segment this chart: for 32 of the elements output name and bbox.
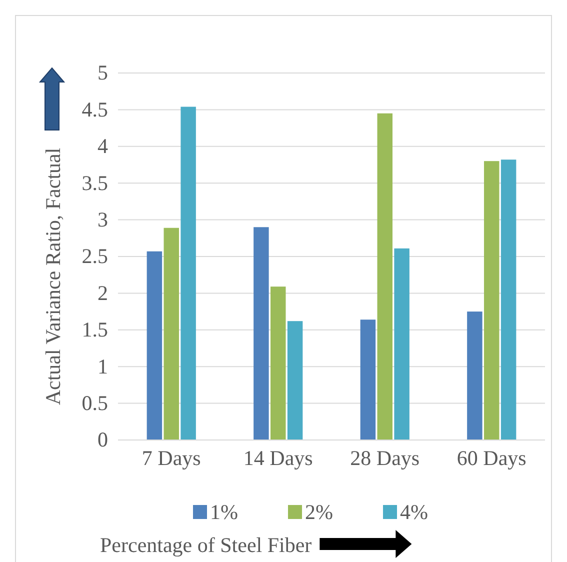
y-tick-label: 0.5 (82, 391, 108, 416)
x-tick-label: 60 Days (456, 446, 526, 470)
y-tick-label: 0 (98, 428, 108, 452)
x-tick-label: 7 Days (142, 446, 201, 470)
y-tick-label: 3.5 (82, 170, 108, 195)
legend-label: 1% (210, 500, 238, 524)
y-tick-label: 4 (98, 134, 108, 158)
y-tick-label: 2 (98, 280, 108, 305)
legend-label: 4% (400, 500, 428, 524)
x-tick-label: 28 Days (350, 446, 420, 470)
y-tick-label: 5 (98, 60, 108, 85)
bar (484, 161, 500, 440)
y-tick-label: 1.5 (82, 318, 108, 342)
bar (146, 251, 162, 440)
bar (164, 228, 179, 440)
bar (270, 286, 286, 440)
y-tick-label: 2.5 (82, 244, 108, 268)
bar (254, 227, 269, 440)
bar (287, 321, 303, 440)
y-tick-label: 4.5 (82, 97, 108, 122)
bar (394, 248, 410, 440)
y-tick-label: 1 (98, 354, 108, 378)
bar (500, 160, 516, 440)
x-tick-label: 14 Days (243, 446, 313, 470)
bar (360, 320, 376, 440)
y-axis-title: Actual Variance Ratio, Factual (41, 148, 65, 406)
bar (467, 312, 482, 440)
bar (377, 113, 392, 440)
y-tick-label: 3 (98, 208, 108, 232)
x-axis-title: Percentage of Steel Fiber (100, 533, 312, 557)
bar (180, 106, 196, 440)
legend-label: 2% (305, 500, 333, 524)
